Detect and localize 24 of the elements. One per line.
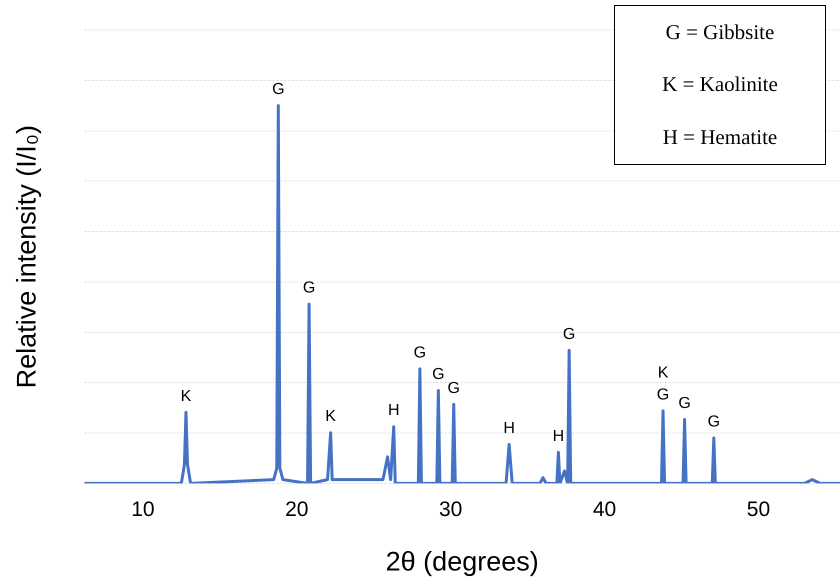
key-box: G = Gibbsite K = Kaolinite H = Hematite bbox=[614, 5, 826, 165]
annotation: G bbox=[656, 386, 670, 404]
x-tick-label: 50 bbox=[746, 498, 770, 521]
annotation: H bbox=[503, 420, 515, 437]
annotation: K bbox=[658, 364, 669, 382]
annotation: G bbox=[678, 394, 691, 412]
annotation: H bbox=[552, 428, 564, 445]
annotation: H = Hematite bbox=[662, 125, 778, 150]
y-axis-title: Relative intensity (I/I₀) bbox=[12, 125, 42, 388]
x-axis-title: 2θ (degrees) bbox=[386, 546, 539, 576]
x-tick-label: 10 bbox=[131, 498, 155, 521]
annotation: G bbox=[448, 380, 460, 397]
annotation: G bbox=[708, 413, 720, 430]
annotation: G bbox=[432, 366, 445, 383]
annotation: G bbox=[272, 80, 285, 98]
annotation: G bbox=[562, 326, 576, 343]
annotation: K bbox=[180, 388, 192, 405]
x-tick-label: 40 bbox=[592, 498, 616, 521]
x-tick-label: 20 bbox=[285, 498, 308, 521]
annotation: K bbox=[325, 408, 336, 426]
x-tick-label: 30 bbox=[438, 498, 462, 521]
annotation: G bbox=[302, 280, 316, 297]
annotation: H bbox=[388, 402, 400, 420]
annotation: G bbox=[414, 344, 426, 362]
